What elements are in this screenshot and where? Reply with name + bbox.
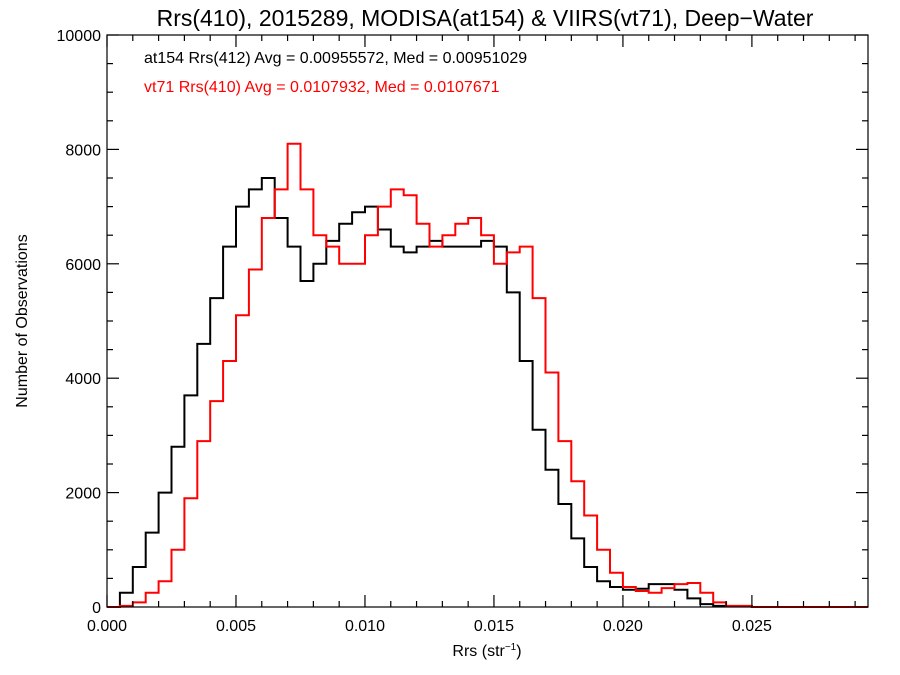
x-tick-label: 0.005 <box>216 618 256 635</box>
x-tick-label: 0.000 <box>87 618 127 635</box>
x-axis-label-end: ) <box>516 643 521 660</box>
y-tick-label: 2000 <box>65 486 101 503</box>
legend-entry-vt71: vt71 Rrs(410) Avg = 0.0107932, Med = 0.0… <box>144 79 500 96</box>
chart-title: Rrs(410), 2015289, MODISA(at154) & VIIRS… <box>157 5 814 31</box>
tick-labels: 0.000 0.005 0.010 0.015 0.020 0.025 0 2000 4000 6… <box>57 28 773 635</box>
legend-entry-at154: at154 Rrs(412) Avg = 0.00955572, Med = 0… <box>144 50 527 67</box>
plot-lines <box>107 142 868 608</box>
y-tick-label: 6000 <box>65 257 101 274</box>
series-line-0 <box>107 177 868 608</box>
y-tick-label: 4000 <box>65 371 101 388</box>
x-tick-label: 0.025 <box>732 618 772 635</box>
y-tick-label: 0 <box>92 600 101 617</box>
series-line-1 <box>107 142 868 608</box>
x-axis-label: Rrs (str−1) <box>452 642 521 660</box>
x-axis-label-superscript: −1 <box>505 642 517 653</box>
y-tick-label: 8000 <box>65 142 101 159</box>
y-axis-label: Number of Observations <box>14 234 31 407</box>
axis-ticks <box>106 34 868 608</box>
x-tick-label: 0.020 <box>603 618 643 635</box>
y-tick-label: 10000 <box>57 28 102 45</box>
x-tick-label: 0.010 <box>345 618 385 635</box>
x-tick-label: 0.015 <box>474 618 514 635</box>
plot-frame <box>106 34 869 608</box>
x-axis-label-text: Rrs (str <box>452 643 505 660</box>
